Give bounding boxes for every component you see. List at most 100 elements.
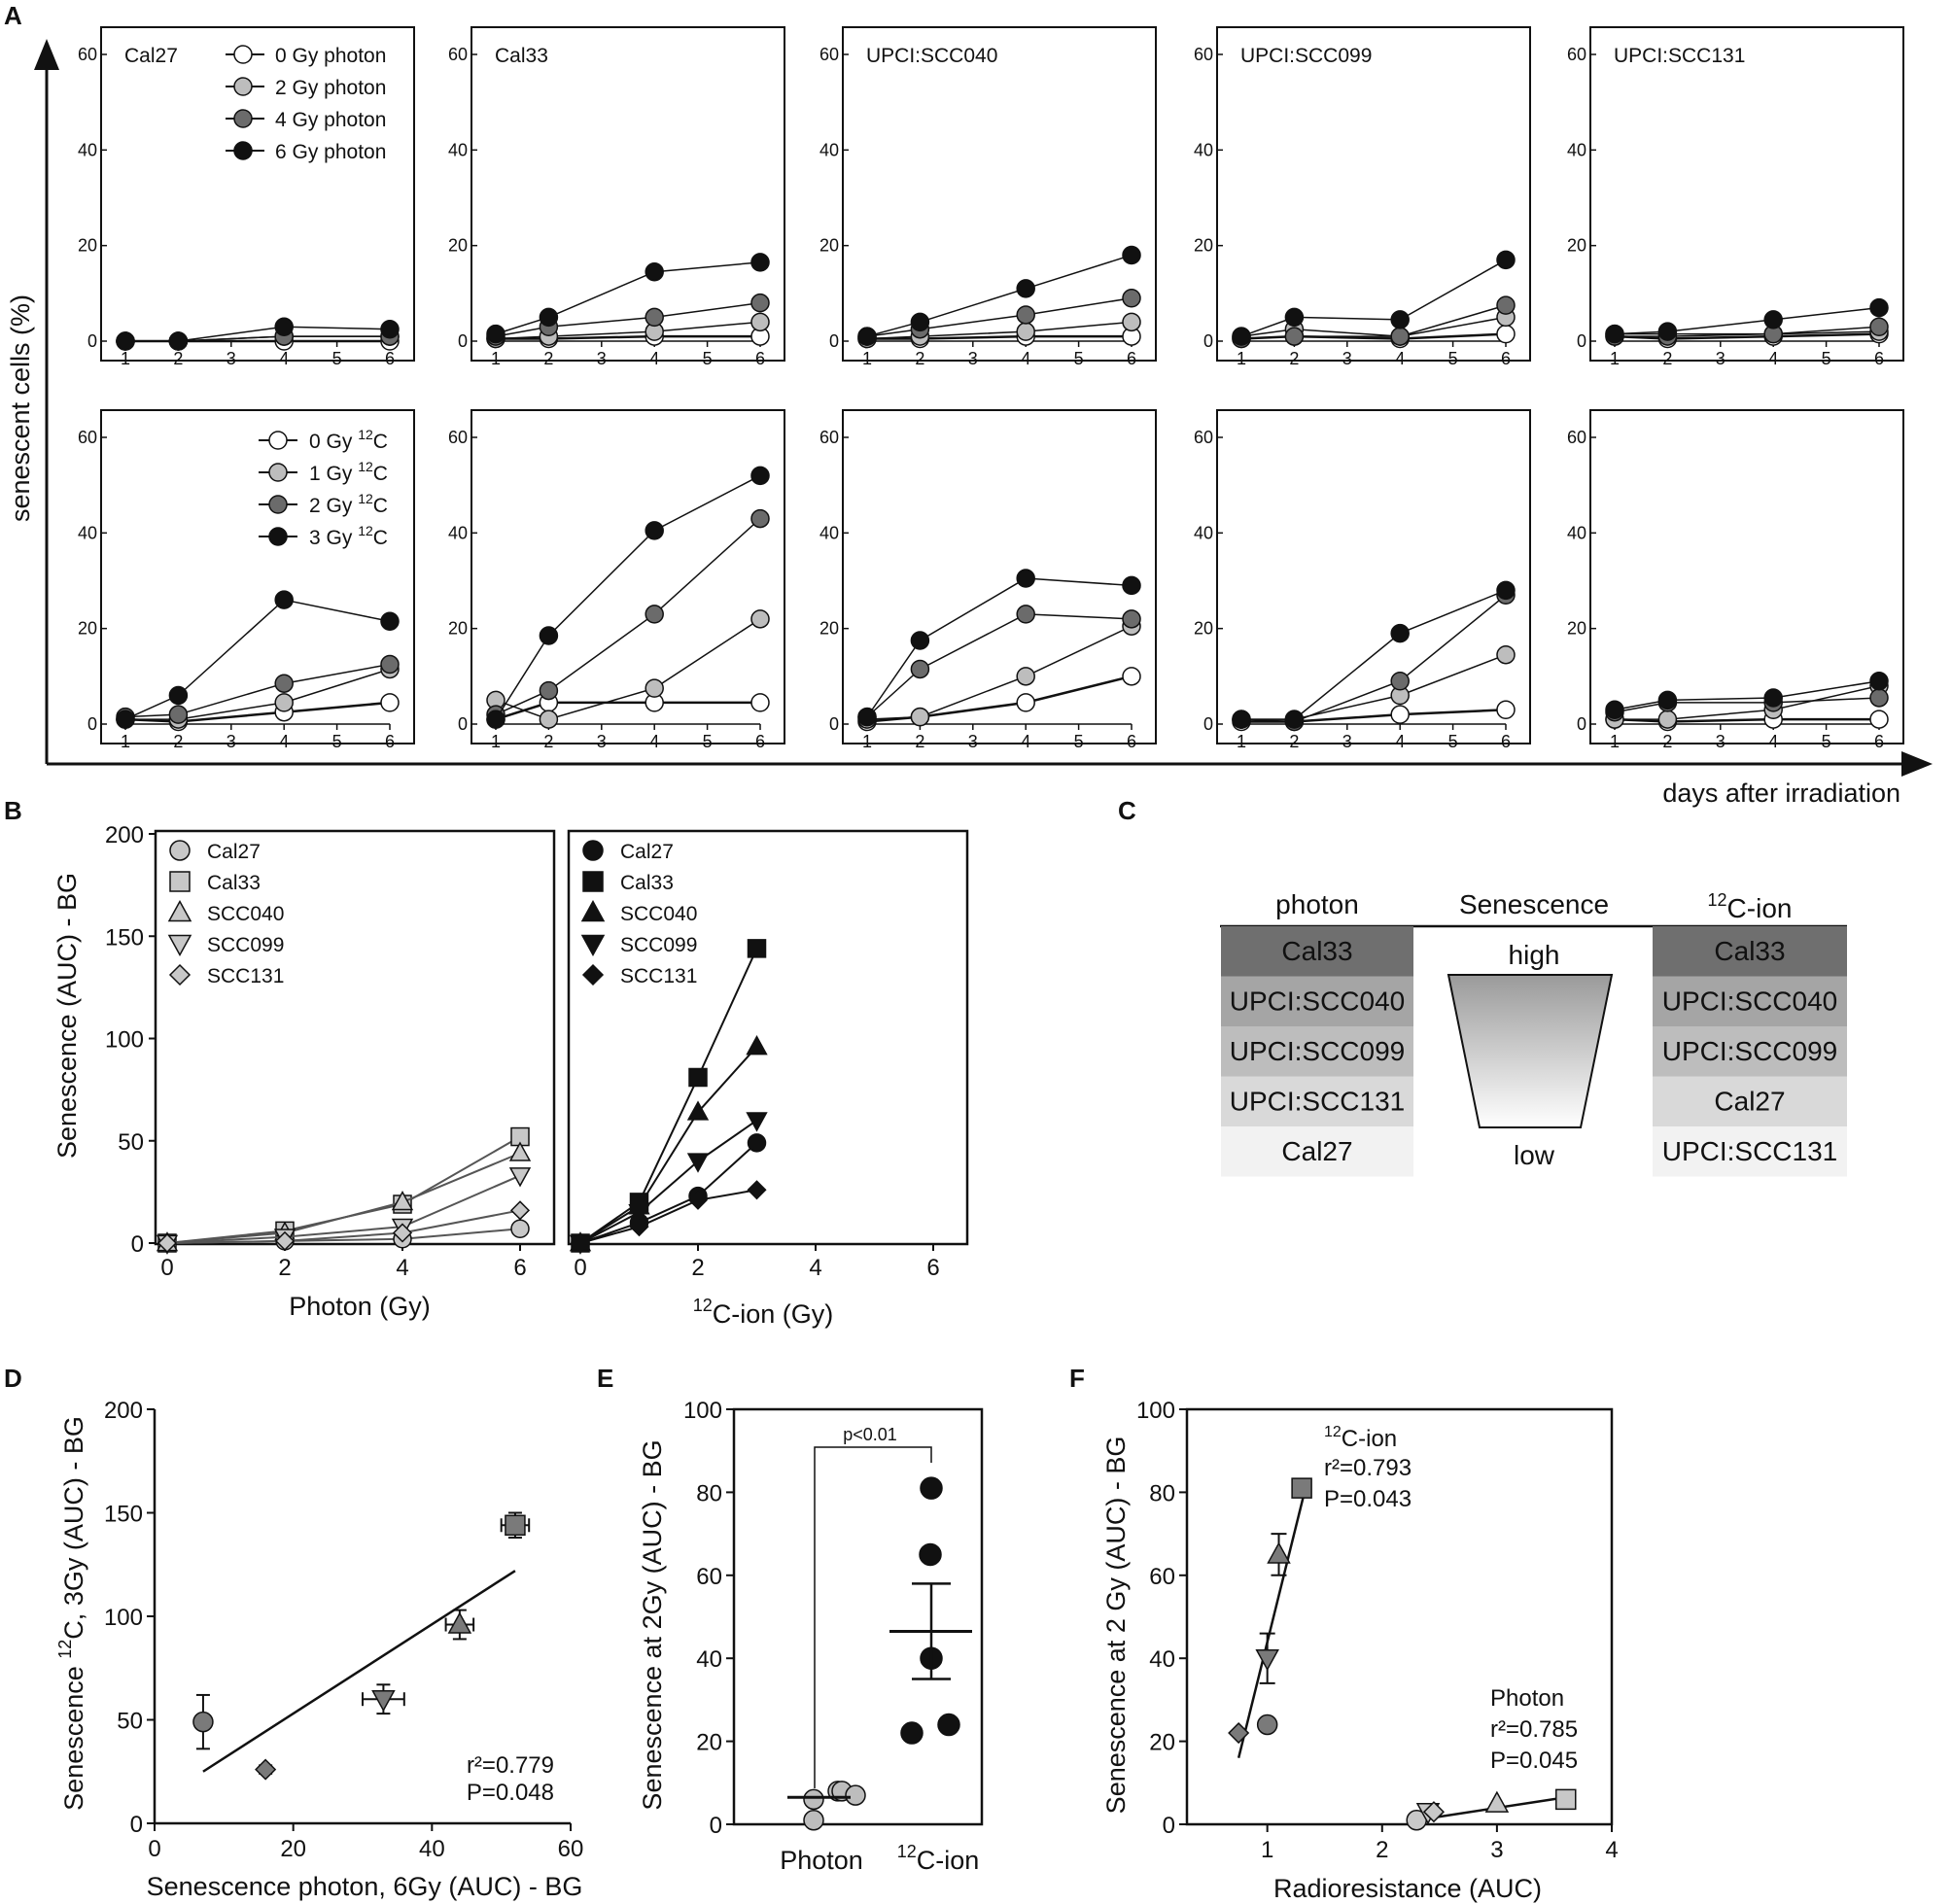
data-point <box>510 1219 530 1239</box>
x-tick-label: 3 <box>227 349 236 368</box>
x-tick-label: 6 <box>513 1255 526 1281</box>
data-point <box>645 307 664 328</box>
data-point <box>750 609 770 629</box>
y-tick-label: 0 <box>458 331 468 351</box>
x-tick-label: 1 <box>1261 1837 1273 1863</box>
legend-elem: C <box>373 463 388 485</box>
series-line <box>495 474 761 720</box>
legend-marker <box>168 963 192 987</box>
series-line <box>496 334 760 340</box>
data-point <box>116 331 135 351</box>
data-point <box>539 710 559 729</box>
panel-f-carbon-title: 12C-ion <box>1324 1424 1397 1452</box>
cell-line-label: Cal33 <box>495 45 548 67</box>
data-point <box>508 1167 532 1188</box>
y-tick-label: 20 <box>1194 236 1213 256</box>
y-tick-label: 60 <box>1567 428 1586 447</box>
legend-dose: 2 Gy <box>309 495 358 517</box>
data-point <box>539 680 559 701</box>
series-line <box>867 334 1132 340</box>
y-tick-label: 60 <box>1567 45 1586 64</box>
x-tick-label: 6 <box>1127 349 1136 368</box>
data-point <box>380 693 400 712</box>
data-point <box>747 1180 767 1200</box>
x-tick-label: 6 <box>926 1255 939 1281</box>
data-point <box>687 1190 709 1210</box>
plot-frame <box>842 409 1157 744</box>
carbon-point <box>1291 1477 1312 1499</box>
panel-f-photon-r2: r²=0.785 <box>1490 1716 1578 1743</box>
data-point <box>274 1230 296 1251</box>
photon-row-bg <box>1221 1126 1413 1177</box>
data-point <box>508 1141 532 1161</box>
x-tick-label: 1 <box>491 349 501 368</box>
photon-row-label: Cal27 <box>1281 1136 1352 1166</box>
x-tick-label: 4 <box>279 349 289 368</box>
panel-c: photon Senescence 12C-ion Cal33 Cal33 UPCI… <box>1220 889 1847 1177</box>
y-tick-label: 60 <box>448 428 468 447</box>
y-tick-label: 60 <box>1194 45 1213 64</box>
x-tick-label: 4 <box>1768 732 1778 751</box>
data-point <box>747 939 767 958</box>
series-line <box>579 1119 758 1244</box>
data-point <box>509 1200 531 1221</box>
panel-letter-a: A <box>4 1 22 30</box>
photon-row-bg <box>1221 1026 1413 1077</box>
data-point <box>380 654 400 675</box>
data-point <box>274 317 294 336</box>
series-line <box>125 326 391 342</box>
data-point <box>1496 580 1516 601</box>
panel-e-p-label: p<0.01 <box>843 1425 897 1444</box>
legend-dose: 1 Gy <box>309 463 358 485</box>
data-point <box>645 261 664 282</box>
x-tick-label: 4 <box>1021 732 1030 751</box>
data-point <box>688 1067 708 1088</box>
data-point <box>1122 289 1141 308</box>
legend-label: 2 Gy 12C <box>309 491 388 517</box>
y-tick-label: 60 <box>696 1564 722 1590</box>
data-point <box>1763 688 1783 708</box>
data-point <box>1284 327 1305 346</box>
legend-label: 6 Gy photon <box>275 141 386 163</box>
panel-f-carbon-title-sup: 12 <box>1324 1424 1342 1440</box>
x-tick-label: 2 <box>915 732 924 751</box>
data-point <box>1390 672 1410 691</box>
panel-c-header-senescence: Senescence <box>1459 889 1609 919</box>
panel-e-cat-carbon-rest: C-ion <box>917 1846 980 1875</box>
data-point <box>1016 693 1035 712</box>
data-point <box>1232 327 1251 346</box>
legend-elem: C <box>373 495 388 517</box>
series-line <box>1241 589 1507 720</box>
y-tick-label: 0 <box>829 714 839 734</box>
panel-c-header-carbon-rest: C-ion <box>1727 893 1793 923</box>
legend-label: SCC131 <box>207 965 284 987</box>
legend-label: 2 Gy photon <box>275 77 386 99</box>
data-point <box>255 1758 277 1781</box>
series-line <box>495 321 761 340</box>
x-tick-label: 1 <box>862 732 872 751</box>
panel-c-header-carbon: 12C-ion <box>1708 890 1793 923</box>
legend-marker <box>582 871 604 892</box>
data-point <box>1496 700 1516 719</box>
data-point <box>628 1204 650 1225</box>
data-point <box>1390 310 1410 329</box>
panel-d-p: P=0.048 <box>467 1780 554 1806</box>
plot-frame <box>1216 26 1531 362</box>
carbon-row-label: UPCI:SCC099 <box>1662 1036 1838 1066</box>
series-line <box>866 254 1133 337</box>
y-tick-label: 0 <box>131 1231 144 1258</box>
y-tick-label: 200 <box>105 822 144 848</box>
significance-bracket <box>814 1446 932 1788</box>
series-line <box>495 701 760 721</box>
series-line <box>1614 332 1880 340</box>
data-point <box>274 693 294 712</box>
photon-row-bg <box>1221 1076 1413 1126</box>
series-line <box>1615 330 1880 335</box>
carbon-point <box>937 1713 960 1737</box>
carbon-row-bg <box>1653 926 1847 977</box>
panel-b-carbon-x-label: 12C-ion (Gy) <box>693 1296 834 1329</box>
